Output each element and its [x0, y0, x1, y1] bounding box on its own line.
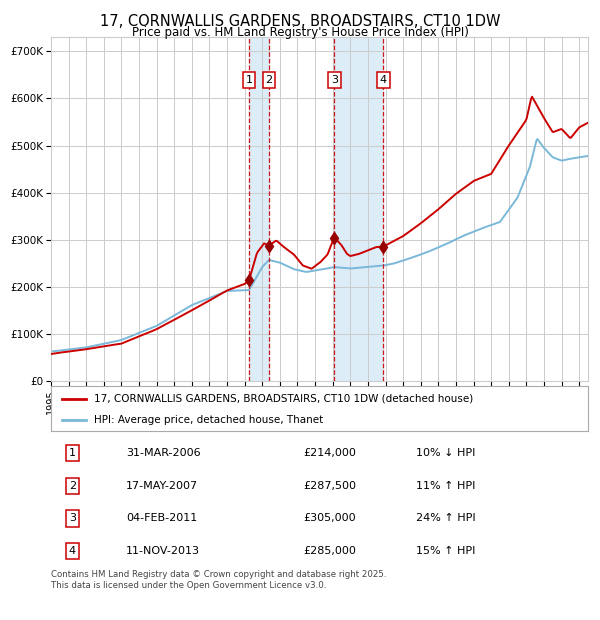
Text: 10% ↓ HPI: 10% ↓ HPI [416, 448, 476, 458]
Text: 3: 3 [331, 75, 338, 85]
Bar [249, 37, 269, 381]
Text: 11-NOV-2013: 11-NOV-2013 [126, 546, 200, 556]
Text: 31-MAR-2006: 31-MAR-2006 [126, 448, 201, 458]
Text: £214,000: £214,000 [304, 448, 356, 458]
Text: Contains HM Land Registry data © Crown copyright and database right 2025.
This d: Contains HM Land Registry data © Crown c… [51, 570, 386, 590]
Text: 17, CORNWALLIS GARDENS, BROADSTAIRS, CT10 1DW (detached house): 17, CORNWALLIS GARDENS, BROADSTAIRS, CT1… [94, 394, 473, 404]
Text: £305,000: £305,000 [304, 513, 356, 523]
Text: 1: 1 [69, 448, 76, 458]
Text: 4: 4 [380, 75, 387, 85]
Text: 1: 1 [245, 75, 253, 85]
Text: 4: 4 [69, 546, 76, 556]
Text: 15% ↑ HPI: 15% ↑ HPI [416, 546, 476, 556]
Text: 2: 2 [265, 75, 272, 85]
Text: £285,000: £285,000 [304, 546, 356, 556]
Text: Price paid vs. HM Land Registry's House Price Index (HPI): Price paid vs. HM Land Registry's House … [131, 26, 469, 39]
Text: 24% ↑ HPI: 24% ↑ HPI [416, 513, 476, 523]
Text: 11% ↑ HPI: 11% ↑ HPI [416, 481, 476, 491]
Text: 04-FEB-2011: 04-FEB-2011 [126, 513, 197, 523]
Text: 2: 2 [69, 481, 76, 491]
Text: 17, CORNWALLIS GARDENS, BROADSTAIRS, CT10 1DW: 17, CORNWALLIS GARDENS, BROADSTAIRS, CT1… [100, 14, 500, 29]
Text: 3: 3 [69, 513, 76, 523]
Bar [334, 37, 383, 381]
Text: HPI: Average price, detached house, Thanet: HPI: Average price, detached house, Than… [94, 415, 323, 425]
Text: £287,500: £287,500 [304, 481, 356, 491]
Text: 17-MAY-2007: 17-MAY-2007 [126, 481, 199, 491]
